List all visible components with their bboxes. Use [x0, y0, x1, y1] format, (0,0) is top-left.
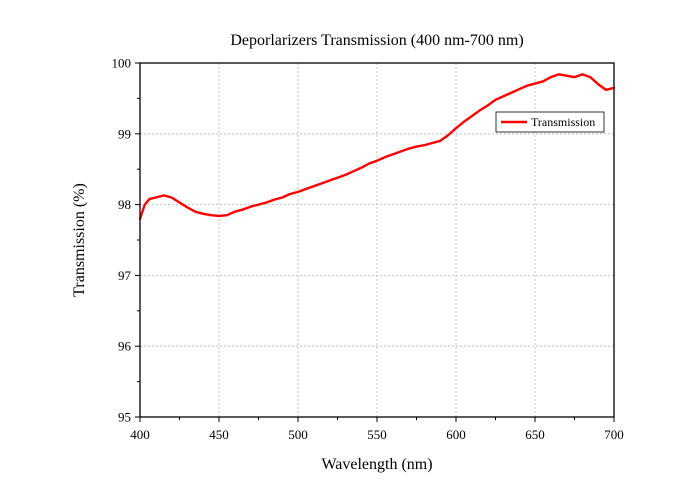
y-tick-label: 96	[118, 339, 132, 354]
x-axis: 400 450 500 550 600 650 700	[130, 417, 624, 442]
series-layer	[138, 73, 616, 220]
x-tick-label: 650	[525, 427, 545, 442]
y-tick-label: 98	[118, 197, 131, 212]
y-tick-label: 97	[118, 268, 132, 283]
y-axis: 95 96 97 98 99 100	[112, 56, 140, 425]
x-tick-label: 450	[209, 427, 229, 442]
y-tick-label: 99	[118, 126, 131, 141]
legend: Transmission	[495, 111, 605, 133]
x-tick-label: 600	[446, 427, 466, 442]
y-tick-label: 95	[118, 410, 131, 425]
y-tick-label: 100	[112, 56, 132, 71]
x-tick-label: 500	[288, 427, 308, 442]
x-tick-label: 550	[367, 427, 387, 442]
x-axis-label: Wavelength (nm)	[321, 456, 432, 473]
legend-label: Transmission	[531, 115, 595, 129]
x-tick-label: 700	[604, 427, 624, 442]
x-tick-label: 400	[130, 427, 150, 442]
series-line-transmission	[138, 73, 616, 220]
y-axis-label: Transmission (%)	[71, 183, 88, 297]
grid	[140, 63, 614, 417]
legend-box	[495, 111, 605, 133]
chart-title: Deporlarizers Transmission (400 nm-700 n…	[230, 32, 523, 49]
